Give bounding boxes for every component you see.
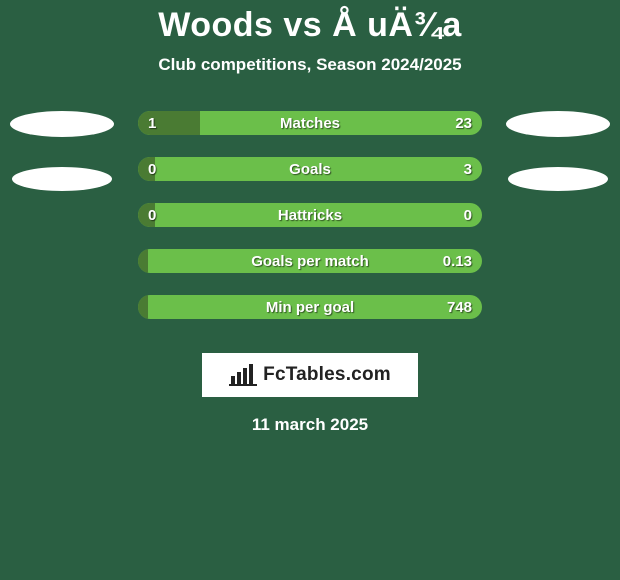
stat-value-right: 3: [464, 161, 472, 178]
content: 1Matches230Goals30Hattricks0Goals per ma…: [0, 111, 620, 435]
page-title: Woods vs Å uÄ¾a: [158, 6, 462, 45]
stat-value-right: 0: [464, 207, 472, 224]
stat-value-right: 748: [447, 299, 472, 316]
stat-row: Goals per match0.13: [138, 249, 482, 273]
avatar-left-2: [12, 167, 112, 191]
stat-row: Min per goal748: [138, 295, 482, 319]
avatar-column-right: [506, 111, 610, 191]
stat-row: 0Goals3: [138, 157, 482, 181]
stat-label: Goals: [138, 161, 482, 178]
bar-chart-icon: [229, 364, 257, 386]
stat-rows: 1Matches230Goals30Hattricks0Goals per ma…: [138, 111, 482, 341]
stat-row: 0Hattricks0: [138, 203, 482, 227]
stat-label: Matches: [138, 115, 482, 132]
stat-value-right: 0.13: [443, 253, 472, 270]
stat-label: Min per goal: [138, 299, 482, 316]
stat-row: 1Matches23: [138, 111, 482, 135]
stat-label: Hattricks: [138, 207, 482, 224]
date-text: 11 march 2025: [0, 415, 620, 435]
avatar-right-2: [508, 167, 608, 191]
brand-badge: FcTables.com: [202, 353, 418, 397]
page: Woods vs Å uÄ¾a Club competitions, Seaso…: [0, 0, 620, 580]
avatar-right-1: [506, 111, 610, 137]
avatar-column-left: [10, 111, 114, 191]
page-subtitle: Club competitions, Season 2024/2025: [158, 55, 461, 75]
avatar-left-1: [10, 111, 114, 137]
stat-label: Goals per match: [138, 253, 482, 270]
brand-text: FcTables.com: [263, 364, 391, 386]
stat-value-right: 23: [455, 115, 472, 132]
